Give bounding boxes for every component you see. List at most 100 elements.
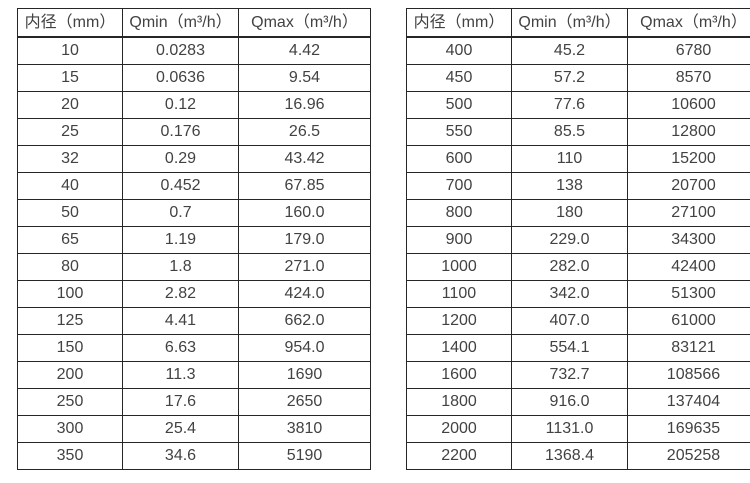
table-cell: 1600 bbox=[406, 361, 512, 389]
table-cell: 1400 bbox=[406, 334, 512, 362]
table-cell: 554.1 bbox=[511, 334, 628, 362]
table-cell: 9.54 bbox=[238, 64, 371, 92]
flow-table-small-diameters: 内径（mm） Qmin（m³/h） Qmax（m³/h） 10 0.0283 4.42 15… bbox=[17, 8, 371, 470]
table-row: 200 11.3 1690 bbox=[17, 361, 371, 389]
table-cell: 150 bbox=[17, 334, 123, 362]
table-cell: 125 bbox=[17, 307, 123, 335]
table-cell: 20 bbox=[17, 91, 123, 119]
table-row: 2200 1368.4 205258 bbox=[406, 442, 750, 470]
table-row: 1000 282.0 42400 bbox=[406, 253, 750, 281]
column-header: Qmin（m³/h） bbox=[122, 8, 239, 38]
table-cell: 450 bbox=[406, 64, 512, 92]
table-cell: 900 bbox=[406, 226, 512, 254]
table-cell: 1800 bbox=[406, 388, 512, 416]
table-cell: 17.6 bbox=[122, 388, 239, 416]
table-cell: 61000 bbox=[627, 307, 750, 335]
table-cell: 250 bbox=[17, 388, 123, 416]
table-cell: 51300 bbox=[627, 280, 750, 308]
table-cell: 271.0 bbox=[238, 253, 371, 281]
table-row: 65 1.19 179.0 bbox=[17, 226, 371, 254]
table-cell: 662.0 bbox=[238, 307, 371, 335]
table-row: 250 17.6 2650 bbox=[17, 388, 371, 416]
table-row: 400 45.2 6780 bbox=[406, 36, 750, 65]
table-cell: 1000 bbox=[406, 253, 512, 281]
table-cell: 137404 bbox=[627, 388, 750, 416]
table-row: 900 229.0 34300 bbox=[406, 226, 750, 254]
table-cell: 8570 bbox=[627, 64, 750, 92]
table-row: 550 85.5 12800 bbox=[406, 118, 750, 146]
table-cell: 83121 bbox=[627, 334, 750, 362]
table-cell: 5190 bbox=[238, 442, 371, 470]
table-cell: 43.42 bbox=[238, 145, 371, 173]
table-cell: 25.4 bbox=[122, 415, 239, 443]
table-cell: 2000 bbox=[406, 415, 512, 443]
table-cell: 350 bbox=[17, 442, 123, 470]
table-row: 20 0.12 16.96 bbox=[17, 91, 371, 119]
table-row: 1200 407.0 61000 bbox=[406, 307, 750, 335]
table-row: 600 110 15200 bbox=[406, 145, 750, 173]
table-cell: 0.12 bbox=[122, 91, 239, 119]
table-cell: 0.7 bbox=[122, 199, 239, 227]
table-cell: 1200 bbox=[406, 307, 512, 335]
table-row: 300 25.4 3810 bbox=[17, 415, 371, 443]
table-cell: 65 bbox=[17, 226, 123, 254]
table-cell: 0.176 bbox=[122, 118, 239, 146]
table-cell: 600 bbox=[406, 145, 512, 173]
table-cell: 0.0636 bbox=[122, 64, 239, 92]
table-row: 50 0.7 160.0 bbox=[17, 199, 371, 227]
table-cell: 700 bbox=[406, 172, 512, 200]
table-cell: 0.0283 bbox=[122, 36, 239, 65]
table-cell: 6.63 bbox=[122, 334, 239, 362]
table-cell: 100 bbox=[17, 280, 123, 308]
table-cell: 550 bbox=[406, 118, 512, 146]
table-cell: 15 bbox=[17, 64, 123, 92]
column-header: Qmin（m³/h） bbox=[511, 8, 628, 38]
table-cell: 4.42 bbox=[238, 36, 371, 65]
table-cell: 80 bbox=[17, 253, 123, 281]
table-cell: 0.29 bbox=[122, 145, 239, 173]
table-cell: 15200 bbox=[627, 145, 750, 173]
table-cell: 1368.4 bbox=[511, 442, 628, 470]
table-cell: 10600 bbox=[627, 91, 750, 119]
table-row: 32 0.29 43.42 bbox=[17, 145, 371, 173]
table-cell: 67.85 bbox=[238, 172, 371, 200]
column-header: Qmax（m³/h） bbox=[238, 8, 371, 38]
table-row: 25 0.176 26.5 bbox=[17, 118, 371, 146]
table-cell: 6780 bbox=[627, 36, 750, 65]
table-cell: 400 bbox=[406, 36, 512, 65]
table-cell: 40 bbox=[17, 172, 123, 200]
table-cell: 2200 bbox=[406, 442, 512, 470]
header-row: 内径（mm） Qmin（m³/h） Qmax（m³/h） bbox=[17, 8, 371, 38]
table-cell: 205258 bbox=[627, 442, 750, 470]
table-cell: 77.6 bbox=[511, 91, 628, 119]
table-cell: 2.82 bbox=[122, 280, 239, 308]
table-row: 100 2.82 424.0 bbox=[17, 280, 371, 308]
table-cell: 34.6 bbox=[122, 442, 239, 470]
table-cell: 108566 bbox=[627, 361, 750, 389]
flow-table-large-diameters: 内径（mm） Qmin（m³/h） Qmax（m³/h） 400 45.2 6780 450… bbox=[406, 8, 750, 470]
table-cell: 20700 bbox=[627, 172, 750, 200]
table-cell: 110 bbox=[511, 145, 628, 173]
table-cell: 3810 bbox=[238, 415, 371, 443]
table-cell: 85.5 bbox=[511, 118, 628, 146]
column-header: Qmax（m³/h） bbox=[627, 8, 750, 38]
table-cell: 1690 bbox=[238, 361, 371, 389]
table-cell: 42400 bbox=[627, 253, 750, 281]
table-cell: 27100 bbox=[627, 199, 750, 227]
table-row: 1600 732.7 108566 bbox=[406, 361, 750, 389]
table-cell: 26.5 bbox=[238, 118, 371, 146]
table-row: 350 34.6 5190 bbox=[17, 442, 371, 470]
table-cell: 12800 bbox=[627, 118, 750, 146]
table-cell: 4.41 bbox=[122, 307, 239, 335]
table-cell: 1100 bbox=[406, 280, 512, 308]
table-row: 2000 1131.0 169635 bbox=[406, 415, 750, 443]
table-row: 1400 554.1 83121 bbox=[406, 334, 750, 362]
table-cell: 407.0 bbox=[511, 307, 628, 335]
table-cell: 424.0 bbox=[238, 280, 371, 308]
table-cell: 342.0 bbox=[511, 280, 628, 308]
header-row: 内径（mm） Qmin（m³/h） Qmax（m³/h） bbox=[406, 8, 750, 38]
table-row: 800 180 27100 bbox=[406, 199, 750, 227]
table-cell: 32 bbox=[17, 145, 123, 173]
table-row: 10 0.0283 4.42 bbox=[17, 36, 371, 65]
table-cell: 500 bbox=[406, 91, 512, 119]
